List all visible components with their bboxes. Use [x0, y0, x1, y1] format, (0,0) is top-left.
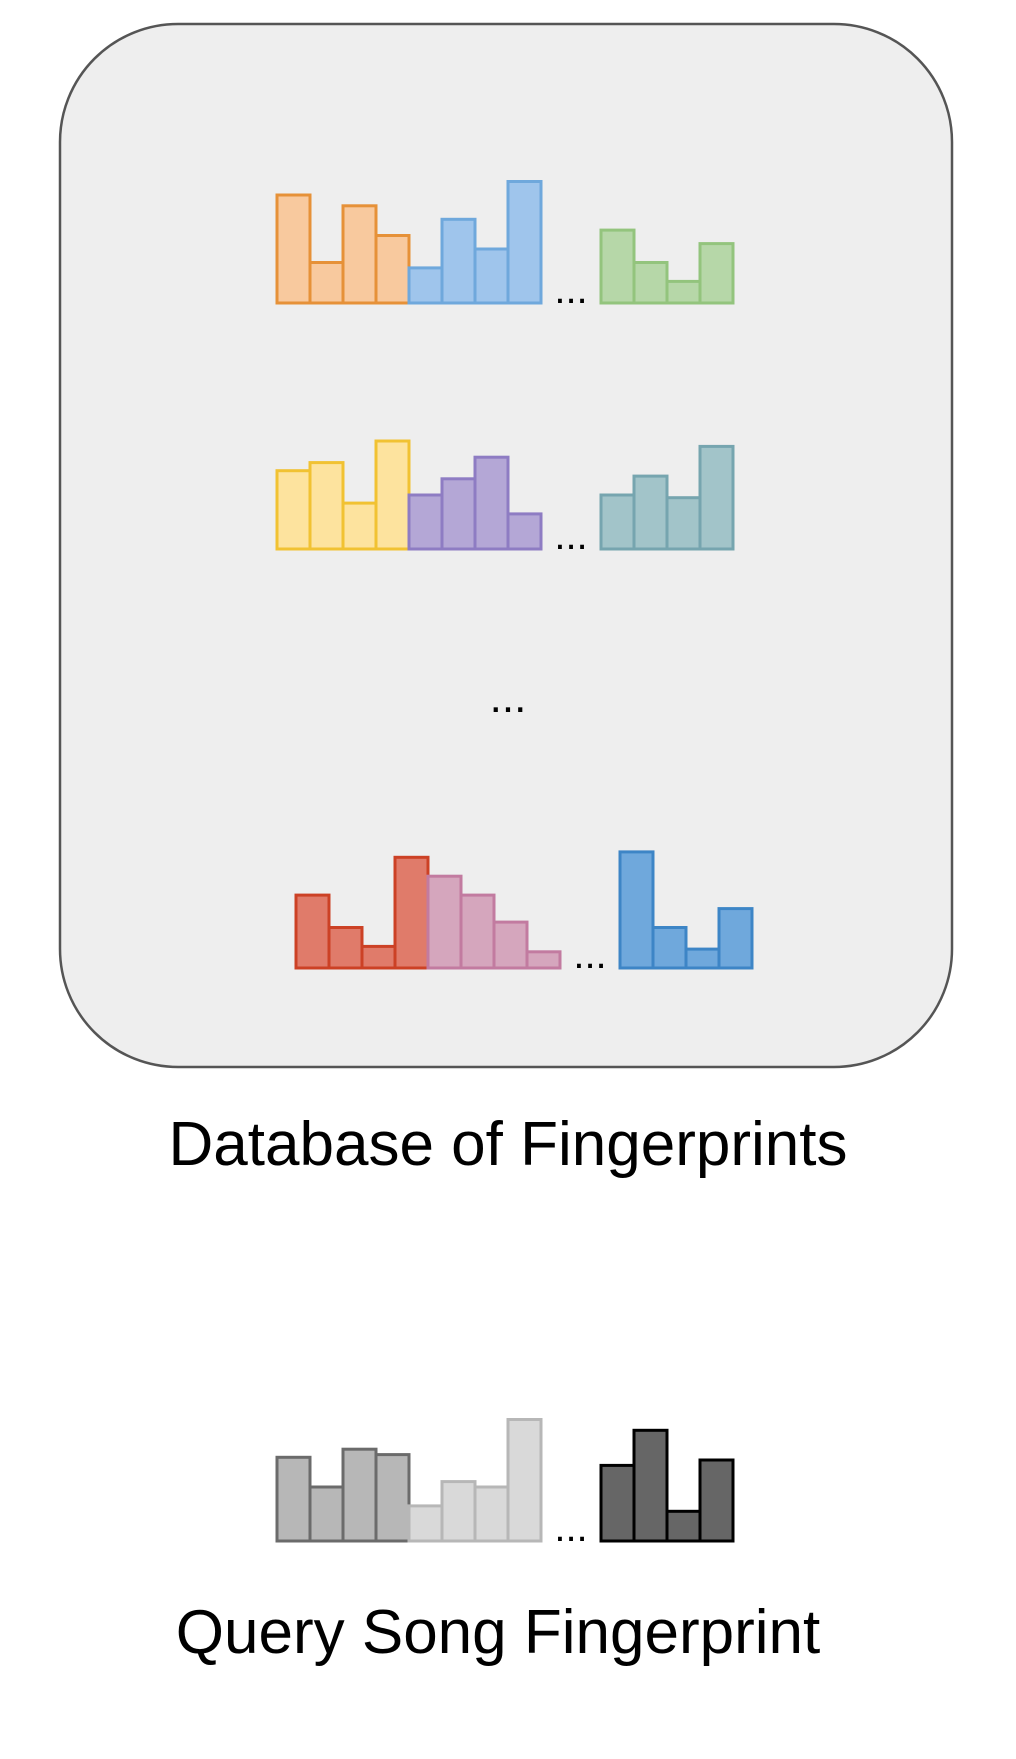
db-fp-2-segment-3-bar-4	[698, 444, 735, 551]
query-fp-segment-2-bar-1	[407, 1504, 444, 1543]
db-fp-1-segment-2-bar-3	[473, 247, 510, 305]
query-fp-segment-2-bar-4	[506, 1418, 543, 1543]
db-fp-3-segment-3-bar-1	[618, 850, 655, 970]
db-fp-1-segment-2-bar-4	[506, 180, 543, 305]
db-fp-1-segment-3-bar-1	[599, 228, 636, 305]
query-fp-segment-2-bar-3	[473, 1485, 510, 1543]
db-fp-2-segment-1-bar-3	[341, 501, 378, 551]
db-fp-3-segment-1-bar-4	[393, 855, 430, 970]
db-fp-1-segment-1-bar-3	[341, 204, 378, 305]
db-fp-1-segment-1-bar-2	[308, 261, 345, 305]
db-fp-2-segment-3-bar-3	[665, 496, 702, 551]
database-caption: Database of Fingerprints	[168, 1110, 848, 1179]
database-fingerprint-1: ...	[275, 180, 735, 312]
db-fp-3-segment-3-bar-3	[684, 947, 721, 970]
db-fp-2-ellipsis: ...	[554, 514, 587, 558]
db-fp-2-segment-2-bar-1	[407, 493, 444, 551]
query-fp-segment-1-bar-3	[341, 1447, 378, 1543]
db-fp-2-segment-3-bar-2	[632, 474, 669, 551]
db-fp-1-ellipsis: ...	[554, 268, 587, 312]
db-fp-2-segment-2-bar-2	[440, 477, 477, 551]
database-ellipsis: ...	[490, 673, 527, 722]
db-fp-1-segment-2-bar-2	[440, 217, 477, 305]
db-fp-1-segment-3-bar-2	[632, 261, 669, 305]
db-fp-2-segment-2-bar-4	[506, 512, 543, 551]
db-fp-2-segment-3-bar-1	[599, 493, 636, 551]
query-fp-segment-3-bar-4	[698, 1458, 735, 1543]
query-caption: Query Song Fingerprint	[175, 1598, 821, 1667]
query-fp-segment-1-bar-1	[275, 1455, 312, 1543]
db-fp-2-segment-1-bar-4	[374, 439, 411, 551]
query-fp-ellipsis: ...	[554, 1506, 587, 1550]
db-fp-3-segment-1-bar-3	[360, 944, 397, 970]
db-fp-3-segment-1-bar-1	[294, 893, 331, 970]
db-fp-1-segment-1-bar-4	[374, 234, 411, 305]
db-fp-2-segment-1-bar-1	[275, 469, 312, 551]
db-fp-3-ellipsis: ...	[573, 933, 606, 977]
db-fp-3-segment-2-bar-3	[492, 920, 529, 970]
db-fp-3-segment-3-bar-2	[651, 926, 688, 970]
database-fingerprints: .........	[275, 180, 754, 977]
db-fp-1-segment-3-bar-3	[665, 279, 702, 305]
database-fingerprint-3: ...	[294, 850, 754, 977]
db-fp-1-segment-2-bar-1	[407, 266, 444, 305]
db-fp-3-segment-2-bar-2	[459, 893, 496, 970]
db-fp-3-segment-2-bar-4	[525, 950, 562, 970]
query-fp-segment-1-bar-4	[374, 1453, 411, 1543]
query-fp-segment-3-bar-2	[632, 1428, 669, 1543]
query-fp-segment-1-bar-2	[308, 1485, 345, 1543]
db-fp-3-segment-1-bar-2	[327, 926, 364, 970]
db-fp-3-segment-2-bar-1	[426, 874, 463, 970]
query-fp-segment-2-bar-2	[440, 1480, 477, 1543]
db-fp-1-segment-3-bar-4	[698, 242, 735, 305]
query-fingerprint: ...	[275, 1418, 735, 1550]
query-fp-segment-3-bar-1	[599, 1463, 636, 1543]
db-fp-2-segment-1-bar-2	[308, 461, 345, 551]
db-fp-1-segment-1-bar-1	[275, 193, 312, 305]
query-fp-segment-3-bar-3	[665, 1509, 702, 1543]
database-fingerprint-2: ...	[275, 439, 735, 558]
db-fp-2-segment-2-bar-3	[473, 455, 510, 551]
db-fp-3-segment-3-bar-4	[717, 907, 754, 970]
